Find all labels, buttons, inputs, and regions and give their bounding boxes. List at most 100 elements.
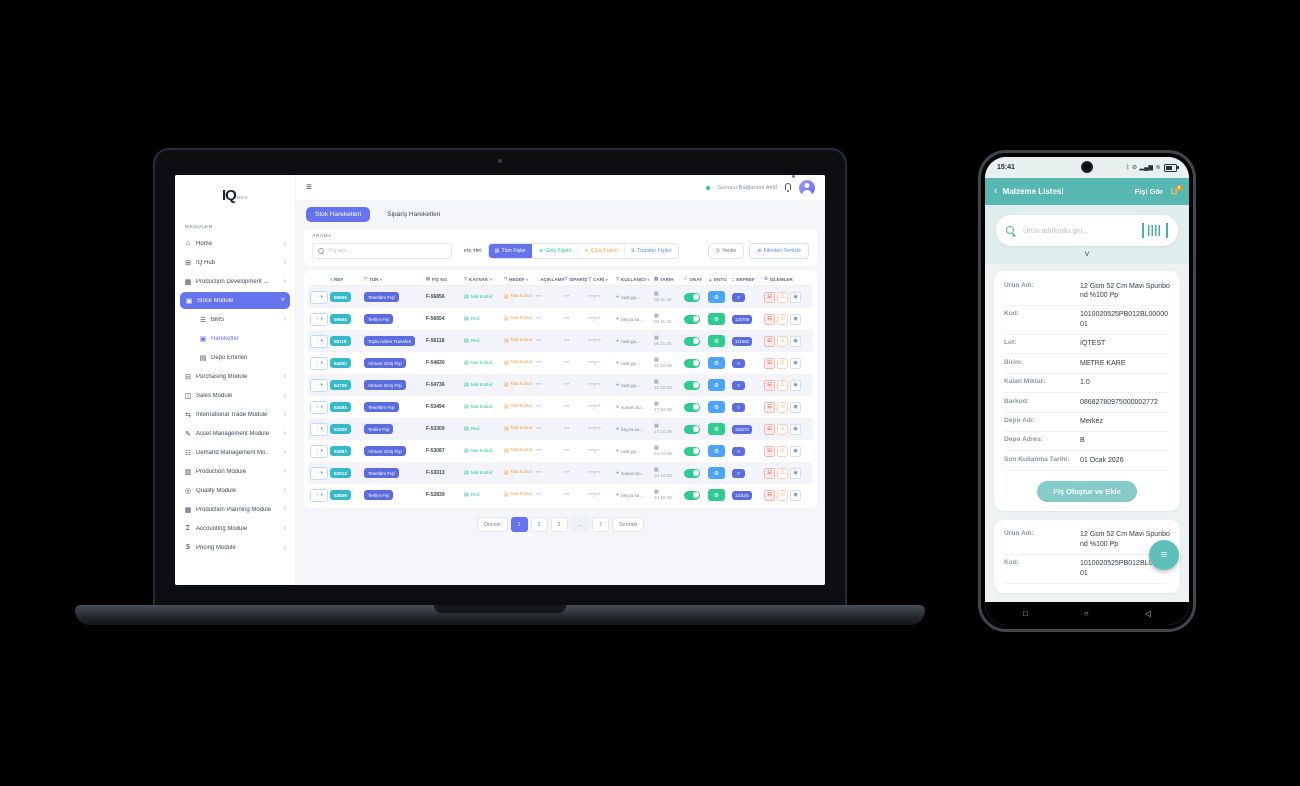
view-receipt-button[interactable]: Fişi Gör: [1134, 187, 1163, 196]
nav-back-icon[interactable]: ◁: [1144, 609, 1151, 618]
delete-button[interactable]: ⊟: [764, 379, 775, 391]
view-button[interactable]: ◉: [790, 423, 801, 435]
row-menu-button[interactable]: ⋮ ▾: [310, 378, 328, 392]
delete-button[interactable]: ⊟: [764, 423, 775, 435]
warning-button[interactable]: ⚠: [777, 291, 788, 303]
delete-button[interactable]: ⊟: [764, 291, 775, 303]
filter-button-transfer-fi-leri[interactable]: ⇅ Transfer Fişleri: [623, 244, 678, 258]
column-header-fi-no[interactable]: ▤ FİŞ NO: [426, 276, 448, 282]
view-button[interactable]: ◉: [790, 291, 801, 303]
delete-button[interactable]: ⊟: [764, 401, 775, 413]
sidebar-item-pricing-module[interactable]: $ Pricing Module ›: [175, 538, 295, 557]
ref-badge[interactable]: 52839: [330, 490, 351, 500]
sidebar-item-production-module[interactable]: ▥ Production Module ›: [184, 468, 286, 476]
sidebar-item-asset-management-module[interactable]: ✎ Asset Management Module ›: [185, 430, 286, 438]
warning-button[interactable]: ⚠: [777, 401, 788, 413]
nav-home-icon[interactable]: ○: [1083, 609, 1089, 618]
view-button[interactable]: ◉: [790, 445, 801, 457]
sidebar-item-production-planning-module[interactable]: ▦ Production Planning Module ›: [184, 506, 286, 514]
sidebar-item-bms[interactable]: ☰ BMS ›: [199, 316, 286, 324]
column-header-cari[interactable]: ▽ CARİ ▾: [588, 276, 608, 282]
entg-button[interactable]: ⚙: [708, 445, 725, 457]
filter-button-t-m-fi-ler[interactable]: ▤ Tüm Fişler: [488, 244, 532, 258]
nav-recents-icon[interactable]: □: [1023, 609, 1028, 618]
bell-icon[interactable]: [784, 183, 792, 192]
tab-sipari-hareketleri[interactable]: Sipariş Hareketleri: [387, 211, 441, 218]
sidebar-item-home[interactable]: ⌂ Home ›: [185, 240, 286, 247]
ref-badge[interactable]: 56118: [330, 336, 351, 346]
back-icon[interactable]: ‹: [994, 185, 998, 197]
view-button[interactable]: ◉: [790, 379, 801, 391]
onay-toggle[interactable]: [684, 380, 700, 390]
tab-stok-hareketleri[interactable]: Stok Hareketleri: [306, 207, 371, 222]
entg-button[interactable]: ⚙: [708, 467, 725, 479]
row-menu-button[interactable]: ⋮ ▾: [310, 400, 328, 414]
entg-button[interactable]: ⚙: [708, 357, 725, 369]
entg-button[interactable]: ⚙: [708, 313, 725, 325]
onay-toggle[interactable]: [684, 468, 700, 478]
ref-badge[interactable]: 53087: [330, 446, 351, 456]
sidebar-item-purchasing-module[interactable]: ⊟ Purchasing Module ›: [185, 373, 286, 381]
ref-badge[interactable]: 54736: [330, 380, 351, 390]
warning-button[interactable]: ⚠: [777, 423, 788, 435]
phone-search-box[interactable]: [996, 215, 1178, 246]
delete-button[interactable]: ⊟: [764, 445, 775, 457]
next-page-button[interactable]: Sonraki: [612, 517, 645, 532]
entg-button[interactable]: ⚙: [708, 401, 725, 413]
product-search-input[interactable]: [1021, 225, 1136, 236]
onay-toggle[interactable]: [684, 402, 700, 412]
avatar[interactable]: [799, 179, 815, 196]
warning-button[interactable]: ⚠: [777, 379, 788, 391]
column-header-t-r[interactable]: ▽ TÜR ▾: [364, 276, 383, 282]
row-menu-button[interactable]: ⋮ ▾: [310, 444, 328, 458]
entg-button[interactable]: ⚙: [708, 379, 725, 391]
barcode-scan-icon[interactable]: [1142, 223, 1168, 238]
entg-button[interactable]: ⚙: [708, 291, 725, 303]
prev-page-button[interactable]: Önceki: [476, 517, 508, 532]
clear-filters-button[interactable]: ⊗ Filtreleri Temizle: [749, 243, 809, 259]
sidebar-item-sales-module[interactable]: ◫ Sales Module ›: [184, 392, 286, 400]
page-button-3[interactable]: 3: [550, 517, 568, 532]
warning-button[interactable]: ⚠: [777, 357, 788, 369]
hamburger-icon[interactable]: ≡: [306, 182, 312, 193]
view-button[interactable]: ◉: [790, 335, 801, 347]
page-button-7[interactable]: 7: [592, 517, 609, 532]
warning-button[interactable]: ⚠: [777, 489, 788, 501]
sidebar-item-quality-module[interactable]: ◎ Quality Module ›: [184, 487, 286, 495]
column-header-si-pari[interactable]: ▽ SİPARİŞ ▾: [564, 276, 588, 282]
column-header-hedef[interactable]: ▽ HEDEF ▾: [504, 276, 529, 282]
column-header-kullanici[interactable]: ▽ KULLANICI ▾: [616, 276, 650, 282]
row-menu-button[interactable]: ⋮ ▾: [310, 422, 328, 436]
page-button-2[interactable]: 2: [530, 517, 548, 532]
filter-button-k-fi-leri[interactable]: ⊖ Çıkış Fişleri: [577, 244, 624, 258]
warning-button[interactable]: ⚠: [777, 335, 788, 347]
row-menu-button[interactable]: ⋮ ▾: [310, 466, 328, 480]
entg-button[interactable]: ⚙: [708, 489, 725, 501]
column-header-erpref[interactable]: = ERPREF: [732, 276, 755, 282]
onay-toggle[interactable]: [684, 336, 700, 346]
delete-button[interactable]: ⊟: [764, 335, 775, 347]
collapse-chevron-icon[interactable]: ˅: [1084, 249, 1090, 259]
delete-button[interactable]: ⊟: [764, 489, 775, 501]
delete-button[interactable]: ⊟: [764, 313, 775, 325]
ref-badge[interactable]: 56654: [330, 314, 351, 324]
warning-button[interactable]: ⚠: [777, 313, 788, 325]
view-button[interactable]: ◉: [790, 401, 801, 413]
ref-badge[interactable]: 53494: [330, 402, 351, 412]
ref-badge[interactable]: 56856: [330, 292, 351, 302]
column-header-entg[interactable]: ▲ ENTG: [708, 276, 727, 282]
onay-toggle[interactable]: [684, 358, 700, 368]
fab-menu-button[interactable]: ≡: [1149, 540, 1179, 570]
search-input[interactable]: [327, 247, 446, 255]
row-menu-button[interactable]: ⋮ ▾: [310, 312, 328, 326]
ref-badge[interactable]: 53309: [330, 424, 351, 434]
ref-badge[interactable]: 54830: [330, 358, 351, 368]
column-header-i-lemler[interactable]: ⚙ İŞLEMLER: [764, 276, 793, 282]
column-header-kaynak[interactable]: ▽ KAYNAK ▾: [464, 276, 492, 282]
warning-button[interactable]: ⚠: [777, 445, 788, 457]
view-button[interactable]: ◉: [790, 467, 801, 479]
warning-button[interactable]: ⚠: [777, 467, 788, 479]
sidebar-item-international-trade-module[interactable]: ⇆ International Trade Module ›: [185, 411, 286, 419]
row-menu-button[interactable]: ⋮ ▾: [310, 488, 328, 502]
page-button-1[interactable]: 1: [510, 517, 528, 532]
